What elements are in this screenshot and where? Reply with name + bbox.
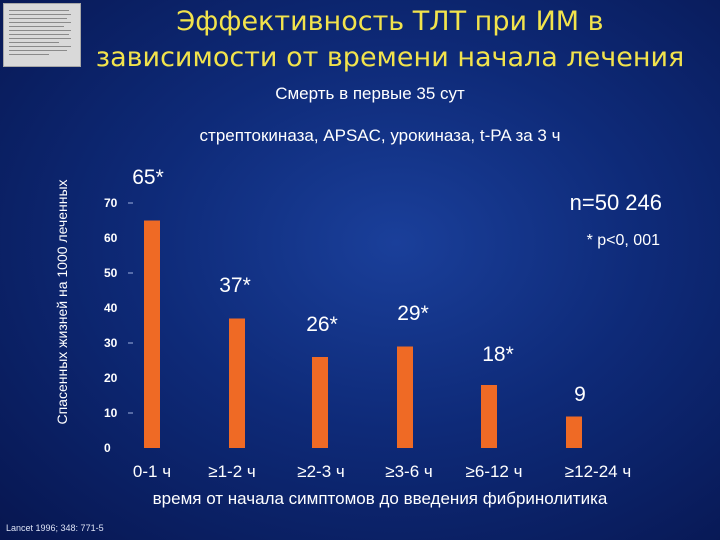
- x-category-label: ≥3-6 ч: [385, 462, 432, 481]
- data-label: 18*: [482, 343, 514, 366]
- data-label: 37*: [219, 274, 251, 297]
- data-label: 26*: [306, 313, 338, 336]
- title-line-1: Эффективность ТЛТ при ИМ в: [176, 6, 604, 37]
- citation: Lancet 1996; 348: 771-5: [6, 523, 104, 533]
- data-label: 65*: [132, 166, 164, 189]
- bar-2: [229, 318, 245, 448]
- p-value-label: * p<0, 001: [586, 232, 660, 249]
- bar-5: [481, 385, 497, 448]
- bar-1: [144, 220, 160, 448]
- bar-3: [312, 357, 328, 448]
- y-tick-label: 20: [104, 371, 118, 385]
- x-category-label: ≥12-24 ч: [565, 462, 631, 481]
- bar-6: [566, 416, 582, 448]
- x-axis-label: время от начала симптомов до введения фи…: [152, 489, 608, 508]
- slide-title: Эффективность ТЛТ при ИМ в зависимости о…: [80, 4, 700, 76]
- x-category-label: ≥1-2 ч: [208, 462, 255, 481]
- title-line-2: зависимости от времени начала лечения: [95, 42, 685, 73]
- x-category-label: 0-1 ч: [133, 462, 171, 481]
- slide-subtitle: Смерть в первые 35 сут: [275, 84, 465, 103]
- y-tick-label: 60: [104, 231, 118, 245]
- data-label: 29*: [397, 302, 429, 325]
- y-tick-label: 30: [104, 336, 118, 350]
- x-category-label: ≥6-12 ч: [466, 462, 523, 481]
- x-category-label: ≥2-3 ч: [297, 462, 344, 481]
- y-tick-label: 0: [104, 441, 111, 455]
- drugs-note: стрептокиназа, APSAC, урокиназа, t-PA за…: [199, 126, 561, 145]
- y-tick-label: 50: [104, 266, 118, 280]
- y-tick-label: 10: [104, 406, 118, 420]
- y-tick-label: 40: [104, 301, 118, 315]
- y-tick-label: 70: [104, 196, 118, 210]
- slide-thumbnail: [3, 3, 81, 67]
- bar-4: [397, 346, 413, 448]
- sample-size-label: n=50 246: [569, 190, 662, 215]
- data-label: 9: [574, 383, 586, 406]
